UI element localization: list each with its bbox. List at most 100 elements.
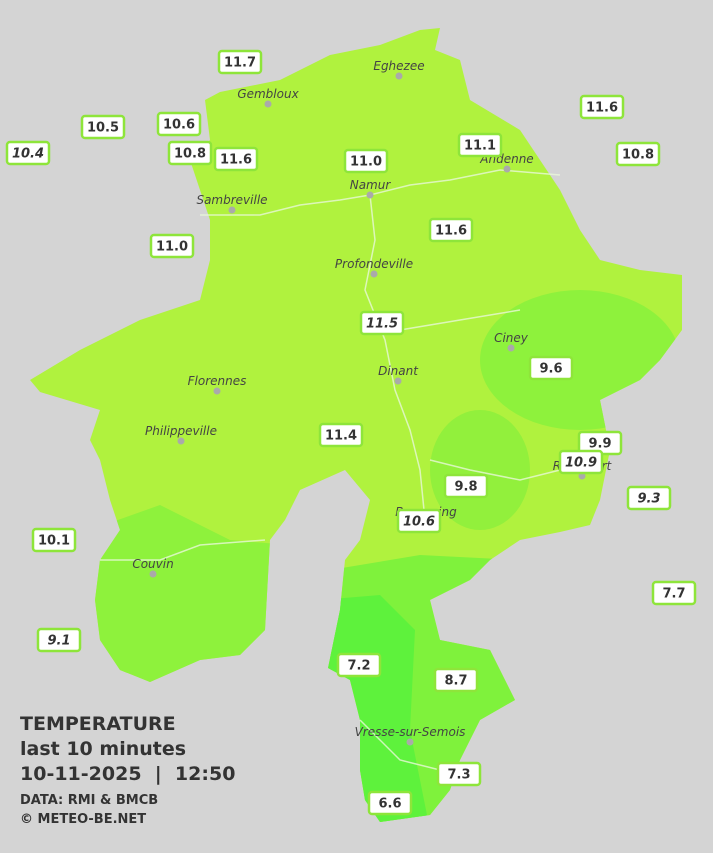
zone-east [430, 410, 530, 530]
river [399, 309, 521, 331]
station: 11.0 [149, 233, 195, 259]
station: 10.6 [396, 508, 442, 534]
title: TEMPERATURE [20, 713, 176, 735]
station-box [457, 132, 503, 158]
station-box [149, 233, 195, 259]
station-value: 7.3 [447, 768, 470, 783]
station-value: 9.1 [47, 634, 70, 649]
station: 11.6 [579, 94, 625, 120]
station-value: 7.7 [662, 587, 685, 602]
town-name: Vresse-sur-Semois [355, 725, 466, 739]
town-name: Florennes [188, 374, 247, 388]
station: 10.4 [5, 140, 51, 166]
station: 10.8 [167, 140, 213, 166]
station-value: 9.3 [637, 492, 660, 507]
legend-title: TEMPERATURE last 10 minutes 10-11-2025 |… [20, 713, 235, 827]
station-box [433, 667, 479, 693]
station: 11.6 [428, 217, 474, 243]
station: 10.5 [80, 114, 126, 140]
station-box [615, 141, 661, 167]
station: 6.6 [367, 790, 413, 816]
station-value: 10.1 [38, 534, 70, 549]
timestamp: 10-11-2025 | 12:50 [20, 763, 235, 785]
station-box [36, 627, 82, 653]
station: 9.3 [626, 485, 672, 511]
town-dot [370, 270, 378, 278]
station: 9.6 [528, 355, 574, 381]
town-name: Couvin [132, 557, 173, 571]
river [359, 719, 441, 771]
town-dot [503, 165, 511, 173]
station-box [558, 449, 604, 475]
station: 10.9 [558, 449, 604, 475]
town-name: Gembloux [237, 87, 299, 101]
station-box [343, 148, 389, 174]
station-value: 10.4 [12, 147, 44, 162]
stations: 11.7 10.5 10.6 10.4 10.8 11.6 11.0 11.1 11.6 10.8… [5, 49, 697, 816]
station-value: 10.8 [174, 147, 206, 162]
station-box [436, 761, 482, 787]
station-value: 10.9 [565, 456, 597, 471]
station: 9.1 [36, 627, 82, 653]
town-dot [406, 738, 414, 746]
town-dot [228, 206, 236, 214]
station-box [336, 652, 382, 678]
town-dot [149, 570, 157, 578]
station-value: 11.4 [325, 429, 357, 444]
station-value: 11.5 [366, 317, 398, 332]
station-box [428, 217, 474, 243]
station: 9.8 [443, 473, 489, 499]
station-box [318, 422, 364, 448]
town-name: Dinant [378, 364, 419, 378]
town-dot [264, 100, 272, 108]
town-name: Profondeville [335, 257, 413, 271]
station-value: 10.6 [403, 515, 435, 530]
station-box [367, 790, 413, 816]
station-value: 7.2 [347, 659, 370, 674]
station-value: 11.6 [435, 224, 467, 239]
station-box [528, 355, 574, 381]
station: 11.7 [217, 49, 263, 75]
station: 7.7 [651, 580, 697, 606]
town-dot [366, 191, 374, 199]
credit: © METEO-BE.NET [20, 812, 146, 827]
river [364, 194, 426, 521]
station: 11.0 [343, 148, 389, 174]
station-box [396, 508, 442, 534]
station: 11.5 [359, 310, 405, 336]
station-box [31, 527, 77, 553]
subtitle: last 10 minutes [20, 738, 186, 760]
station-value: 10.8 [622, 148, 654, 163]
station-value: 6.6 [378, 797, 401, 812]
source: DATA: RMI & BMCB [20, 793, 158, 808]
station-value: 11.7 [224, 56, 256, 71]
station-box [626, 485, 672, 511]
station: 11.4 [318, 422, 364, 448]
town-dot [507, 344, 515, 352]
station-value: 11.1 [464, 139, 496, 154]
station-value: 11.6 [220, 153, 252, 168]
station-box [217, 49, 263, 75]
station-value: 10.6 [163, 118, 195, 133]
town-name: Eghezee [373, 59, 424, 73]
town-dot [213, 387, 221, 395]
station-box [359, 310, 405, 336]
town-dot [395, 72, 403, 80]
town-name: Philippeville [145, 424, 217, 438]
station-box [443, 473, 489, 499]
station-box [213, 146, 259, 172]
station: 8.7 [433, 667, 479, 693]
station: 10.6 [156, 111, 202, 137]
station-value: 9.9 [588, 437, 611, 452]
river [100, 539, 266, 561]
town-dot [177, 437, 185, 445]
town-name: Namur [350, 178, 392, 192]
station-box [167, 140, 213, 166]
station-value: 11.6 [586, 101, 618, 116]
station-value: 8.7 [444, 674, 467, 689]
town-name: Ciney [494, 331, 529, 345]
station-value: 10.5 [87, 121, 119, 136]
station-box [80, 114, 126, 140]
town-name: Sambreville [196, 193, 267, 207]
